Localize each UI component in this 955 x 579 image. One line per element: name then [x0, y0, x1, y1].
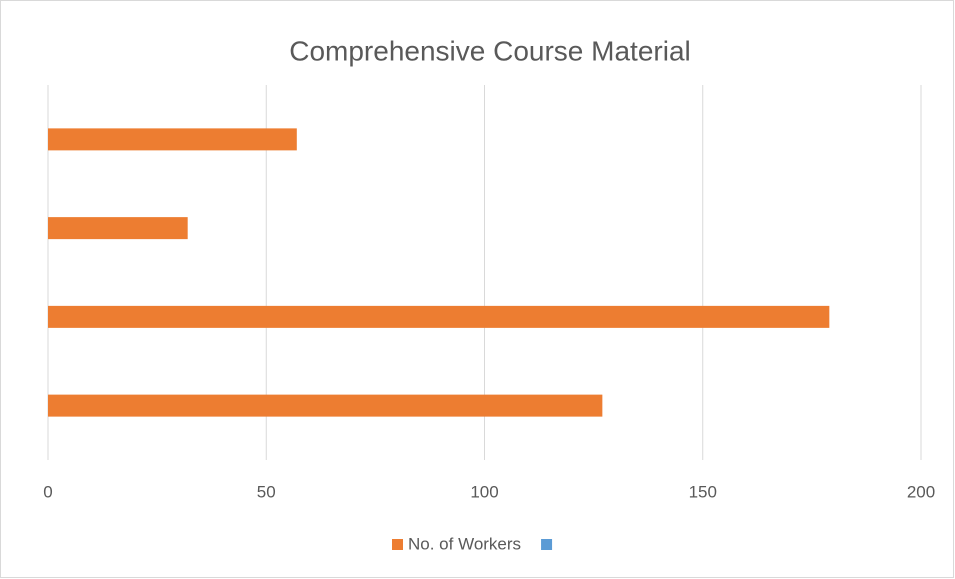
x-tick-label: 150: [689, 482, 717, 501]
legend-swatch: [541, 539, 553, 550]
chart-title: Comprehensive Course Material: [289, 35, 691, 66]
bar: [48, 128, 297, 151]
x-tick-label: 200: [907, 482, 935, 501]
x-tick-label: 0: [43, 482, 52, 501]
bar: [48, 305, 830, 328]
bar: [48, 217, 188, 240]
legend-swatch: [392, 539, 403, 550]
x-tick-label: 100: [470, 482, 498, 501]
legend-label: No. of Workers: [408, 534, 521, 553]
bar: [48, 394, 603, 417]
x-tick-label: 50: [257, 482, 276, 501]
